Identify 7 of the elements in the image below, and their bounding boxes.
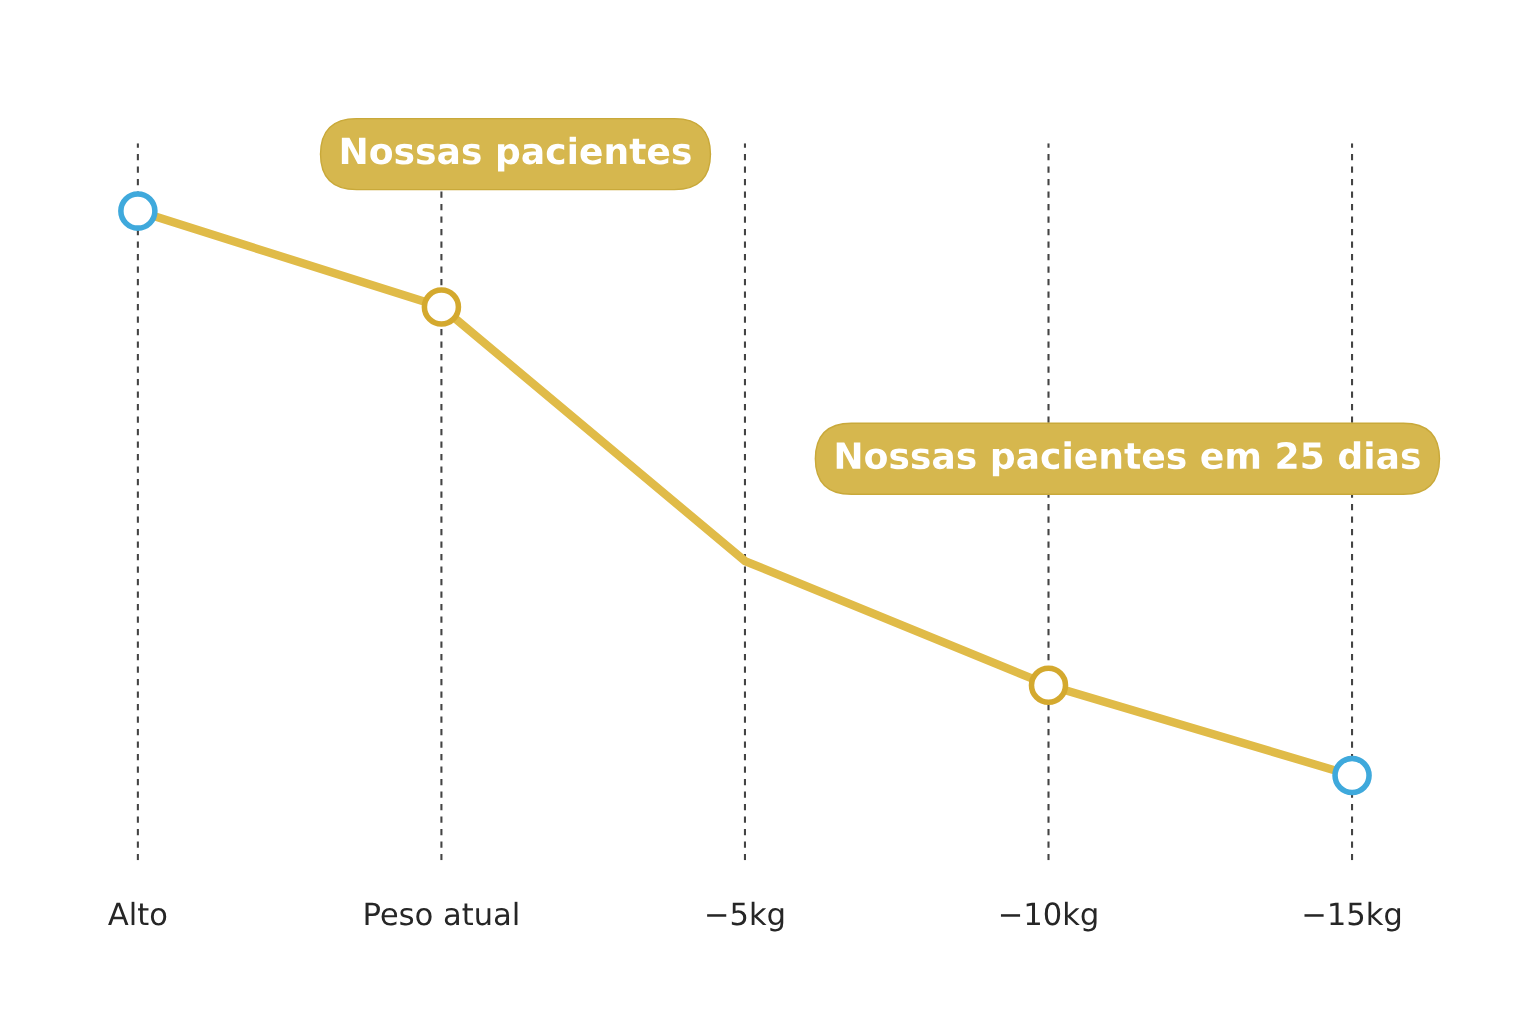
- x-tick-label: Peso atual: [365, 901, 518, 926]
- x-tick-label: −5kg: [707, 901, 784, 932]
- text: Nossas pacientes: [341, 136, 691, 172]
- annotation: Nossas pacientes em 25 dias: [836, 441, 1420, 477]
- x-tick-label: −15kg: [1304, 901, 1401, 932]
- x-tick-label: Alto: [108, 901, 167, 926]
- x-tick-label: −10kg: [1000, 901, 1097, 932]
